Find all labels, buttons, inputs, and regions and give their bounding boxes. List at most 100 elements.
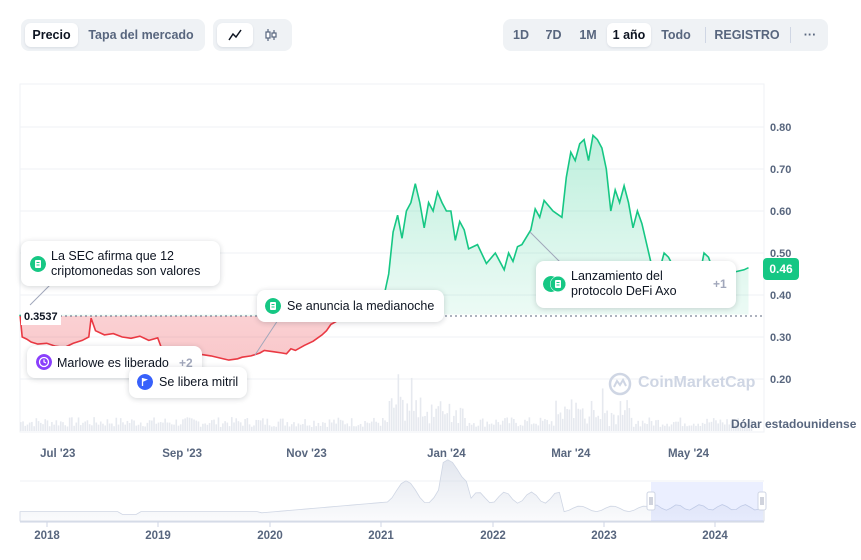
log-scale-button[interactable]: REGISTRO — [714, 28, 780, 42]
navigator-year-label: 2019 — [145, 530, 171, 542]
volume-bar — [222, 423, 224, 431]
navigator-selection — [651, 482, 763, 521]
x-tick-label: Sep '23 — [162, 448, 202, 460]
volume-bar — [48, 426, 51, 431]
volume-bar — [457, 423, 460, 431]
volume-bar — [255, 419, 258, 431]
event-callout-axo[interactable]: Lanzamiento del protocolo DeFi Axo +1 — [536, 261, 736, 308]
volume-bar — [348, 426, 351, 431]
volume-bar — [453, 415, 455, 431]
range-7d[interactable]: 7D — [545, 28, 562, 42]
navigator[interactable]: 2018 2019 2020 2021 2022 2023 2024 — [19, 459, 767, 542]
volume-bar — [497, 422, 500, 431]
volume-bar — [317, 422, 320, 431]
volume-bar — [131, 419, 133, 431]
connector-line — [254, 319, 279, 356]
volume-bar — [195, 420, 198, 431]
volume-bar — [624, 410, 626, 431]
more-events-count[interactable]: +1 — [713, 277, 727, 291]
event-text: Se anuncia la medianoche — [287, 299, 435, 313]
volume-bar — [470, 424, 473, 431]
volume-bar — [672, 422, 675, 431]
volume-bar — [426, 411, 429, 431]
callout-connectors — [29, 231, 561, 356]
volume-bar — [513, 418, 515, 431]
range-1m[interactable]: 1M — [579, 28, 597, 42]
more-options-button[interactable]: ··· — [803, 28, 817, 42]
volume-bar — [344, 424, 346, 431]
event-callout-mithril[interactable]: Se libera mitril — [129, 367, 247, 398]
volume-bar — [570, 399, 573, 431]
volume-bar — [657, 419, 659, 431]
volume-bar — [55, 420, 58, 431]
volume-bar — [368, 423, 371, 431]
navigator-handle[interactable] — [646, 491, 656, 511]
event-callout-halving[interactable]: Se anuncia la medianoche — [257, 290, 444, 322]
volume-bar — [475, 426, 477, 431]
volume-bar — [670, 424, 673, 431]
tab-market-cap[interactable]: Tapa del mercado — [88, 28, 194, 42]
event-callout-sec[interactable]: La SEC afirma que 12 criptomonedas son v… — [21, 241, 220, 286]
volume-bar — [275, 426, 278, 431]
volume-bar — [581, 408, 584, 431]
volume-bar — [139, 422, 142, 431]
volume-bar — [20, 422, 22, 431]
volume-bar — [730, 420, 733, 431]
volume-bar — [404, 420, 406, 431]
volume-bar — [135, 425, 138, 431]
navigator-handle[interactable] — [757, 491, 767, 511]
volume-bar — [250, 426, 253, 431]
volume-bar — [313, 420, 315, 431]
volume-bar — [262, 418, 264, 431]
volume-bar — [406, 403, 409, 431]
time-range-selector: 1D 7D 1M 1 año Todo REGISTRO ··· — [503, 19, 828, 51]
volume-bar — [637, 420, 640, 431]
volume-bar — [302, 424, 304, 431]
y-tick-label: 0.30 — [770, 332, 791, 344]
volume-bar — [179, 424, 182, 431]
range-1y[interactable]: 1 año — [607, 23, 651, 47]
volume-bar — [648, 417, 651, 431]
volume-bar — [393, 407, 395, 431]
x-tick-label: Jul '23 — [40, 448, 75, 460]
volume-bar — [191, 418, 193, 431]
range-all[interactable]: Todo — [661, 28, 691, 42]
volume-bar — [528, 417, 531, 431]
event-text: La SEC afirma que 12 — [51, 249, 174, 263]
candlestick-button[interactable] — [255, 23, 287, 47]
volume-bar — [168, 422, 171, 431]
event-callout-marlowe[interactable]: Marlowe es liberado +2 — [27, 346, 202, 378]
range-1d[interactable]: 1D — [513, 28, 529, 42]
volume-bar — [71, 417, 73, 431]
volume-bar — [295, 426, 297, 431]
more-events-count[interactable]: +2 — [179, 356, 193, 370]
line-chart-button[interactable] — [217, 23, 253, 47]
watermark-text: CoinMarketCap — [638, 374, 756, 391]
volume-bar — [279, 418, 282, 431]
navigator-year-label: 2024 — [702, 530, 728, 542]
volume-bar — [146, 422, 149, 431]
volume-bar — [699, 425, 702, 431]
volume-bar — [233, 422, 235, 431]
volume-bar — [675, 421, 677, 431]
volume-bar — [395, 404, 397, 431]
volume-bar — [28, 422, 31, 431]
volume-bar — [106, 419, 109, 431]
volume-bar — [608, 426, 611, 431]
volume-bar — [282, 418, 284, 431]
volume-bar — [590, 400, 593, 431]
volume-bar — [419, 397, 422, 431]
volume-bar — [353, 426, 355, 431]
volume-bar — [22, 421, 24, 431]
volume-bar — [117, 424, 120, 431]
volume-bar — [459, 407, 462, 431]
volume-bar — [397, 374, 400, 431]
volume-bar — [319, 425, 322, 431]
volume-bar — [468, 422, 471, 431]
volume-bar — [692, 423, 695, 431]
tab-price[interactable]: Precio — [25, 23, 78, 47]
volume-bar — [108, 423, 111, 431]
volume-bar — [377, 422, 380, 431]
y-tick-label: 0.60 — [770, 206, 791, 218]
volume-bar — [284, 425, 286, 431]
